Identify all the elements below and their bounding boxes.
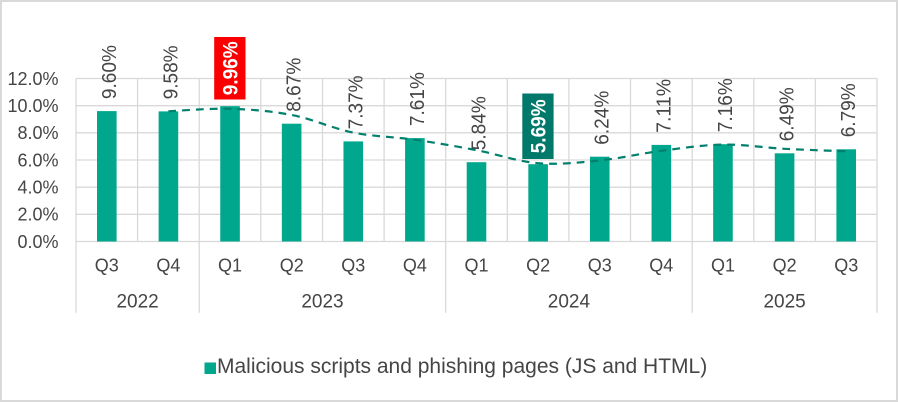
svg-text:Q4: Q4	[649, 255, 673, 275]
svg-text:9.60%: 9.60%	[99, 45, 121, 99]
svg-text:Q2: Q2	[773, 255, 797, 275]
svg-text:2025: 2025	[763, 292, 805, 313]
svg-text:9.96%: 9.96%	[220, 41, 243, 95]
svg-text:6.49%: 6.49%	[777, 87, 799, 141]
svg-text:7.16%: 7.16%	[715, 78, 737, 132]
svg-text:Q3: Q3	[95, 255, 119, 275]
svg-text:8.67%: 8.67%	[284, 58, 306, 112]
svg-text:4.0%: 4.0%	[17, 178, 58, 198]
svg-text:Q4: Q4	[156, 255, 180, 275]
svg-text:Malicious scripts and phishing: Malicious scripts and phishing pages (JS…	[217, 355, 707, 378]
svg-text:7.11%: 7.11%	[653, 79, 675, 133]
svg-text:8.0%: 8.0%	[17, 123, 58, 143]
svg-text:7.61%: 7.61%	[407, 72, 429, 126]
svg-text:Q3: Q3	[834, 255, 858, 275]
svg-text:Q3: Q3	[341, 255, 365, 275]
svg-text:Q3: Q3	[588, 255, 612, 275]
svg-text:6.79%: 6.79%	[838, 83, 860, 137]
svg-text:0.0%: 0.0%	[17, 232, 58, 252]
svg-text:2024: 2024	[548, 292, 591, 313]
svg-text:Q2: Q2	[280, 255, 304, 275]
svg-text:2023: 2023	[301, 292, 343, 313]
svg-text:12.0%: 12.0%	[7, 69, 58, 89]
svg-text:2.0%: 2.0%	[17, 205, 58, 225]
svg-text:5.69%: 5.69%	[528, 99, 551, 153]
svg-text:7.37%: 7.37%	[345, 75, 367, 129]
svg-text:6.24%: 6.24%	[592, 91, 614, 145]
svg-text:5.84%: 5.84%	[469, 96, 491, 150]
svg-text:Q1: Q1	[464, 255, 488, 275]
svg-text:Q1: Q1	[218, 255, 242, 275]
svg-text:6.0%: 6.0%	[17, 150, 58, 170]
svg-text:Q1: Q1	[711, 255, 735, 275]
svg-text:Q2: Q2	[526, 255, 550, 275]
svg-text:9.58%: 9.58%	[160, 45, 182, 99]
svg-text:2022: 2022	[116, 292, 158, 313]
svg-text:10.0%: 10.0%	[7, 96, 58, 116]
svg-text:Q4: Q4	[403, 255, 427, 275]
